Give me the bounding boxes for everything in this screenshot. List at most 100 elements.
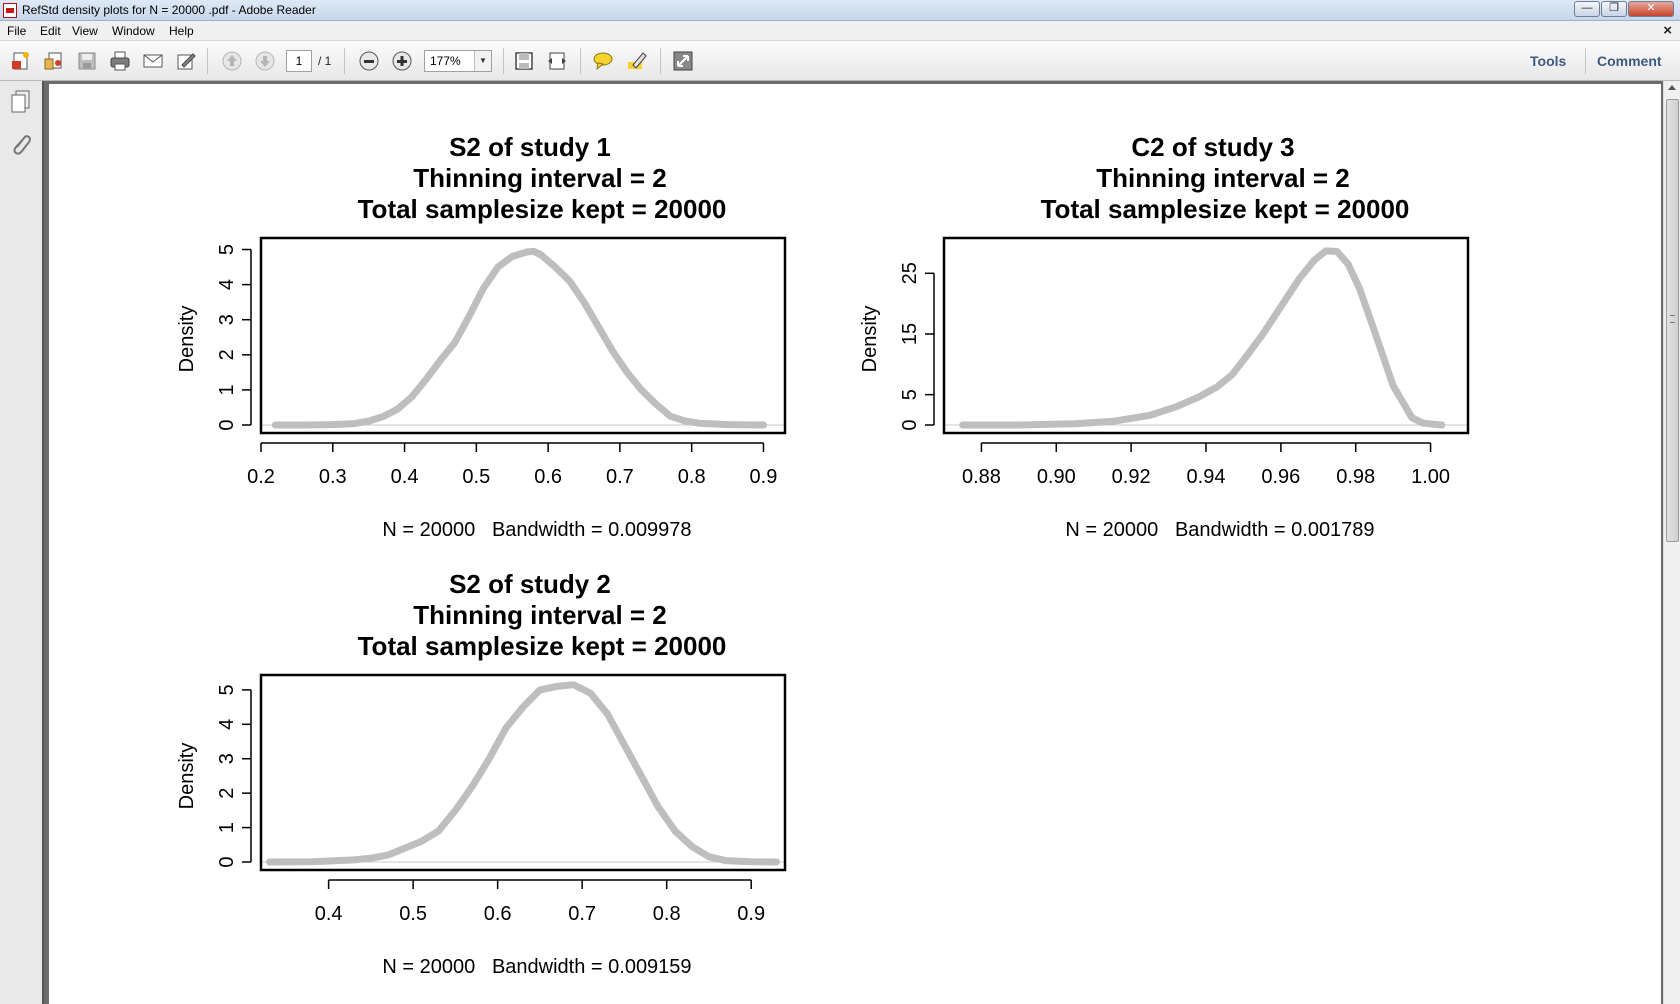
plot-1: S2 of study 1 Thinning interval = 2 Tota… (176, 132, 787, 541)
y-tick-label: 25 (899, 262, 921, 284)
plot-frame (942, 236, 1470, 435)
comment-pane-button[interactable]: Comment (1597, 53, 1662, 69)
x-tick-label: 0.9 (750, 466, 778, 488)
page-number-input[interactable]: 1 (286, 50, 312, 72)
restore-button[interactable]: ❐ (1601, 1, 1627, 17)
toolbar-separator (503, 48, 504, 74)
edit-icon[interactable] (175, 50, 197, 72)
x-tick-label: 1.00 (1411, 466, 1450, 488)
plot-frame (259, 673, 787, 872)
plot-frame (259, 236, 787, 435)
window-titlebar: RefStd density plots for N = 20000 .pdf … (0, 0, 1680, 21)
y-tick-label: 1 (216, 384, 238, 395)
save-icon[interactable] (76, 50, 98, 72)
plot-3-title-line-1: S2 of study 2 (449, 569, 611, 599)
pages-panel-icon[interactable] (9, 89, 33, 115)
plot-1-chart: 0.2 0.3 0.4 0.5 0.6 0.7 0.8 0.9 0 1 2 3 4 5 (216, 236, 787, 488)
navigation-pane (0, 81, 44, 1004)
chevron-down-icon[interactable]: ▼ (474, 51, 491, 71)
x-tick-label: 0.7 (606, 466, 634, 488)
menu-view[interactable]: View (72, 24, 98, 38)
menu-window[interactable]: Window (112, 24, 155, 38)
y-tick-label: 2 (216, 349, 238, 360)
create-pdf-icon[interactable] (10, 50, 32, 72)
plot-3-title-line-3: Total samplesize kept = 20000 (358, 631, 727, 661)
plot-1-title-line-3: Total samplesize kept = 20000 (358, 194, 727, 224)
menu-edit[interactable]: Edit (40, 24, 61, 38)
zoom-value: 177% (430, 54, 461, 68)
plot-1-xlabel: N = 20000 Bandwidth = 0.009978 (382, 519, 691, 541)
plot-1-title-line-2: Thinning interval = 2 (413, 163, 667, 193)
toolbar-separator (1585, 48, 1586, 74)
comment-icon[interactable] (592, 50, 614, 72)
open-icon[interactable] (43, 50, 65, 72)
plot-1-ylabel: Density (176, 306, 198, 373)
x-tick-label: 0.6 (534, 466, 562, 488)
y-tick-label: 5 (216, 684, 238, 695)
x-tick-label: 0.88 (962, 466, 1001, 488)
toolbar-separator (344, 48, 345, 74)
plot-3-ylabel: Density (176, 743, 198, 810)
minimize-button[interactable]: — (1574, 1, 1600, 17)
close-document-button[interactable]: × (1663, 22, 1672, 39)
toolbar-separator (207, 48, 208, 74)
x-tick-label: 0.2 (247, 466, 275, 488)
previous-page-icon[interactable] (221, 50, 243, 72)
menu-help[interactable]: Help (169, 24, 194, 38)
pdf-page[interactable]: S2 of study 1 Thinning interval = 2 Tota… (49, 84, 1661, 1004)
scrollbar-thumb[interactable] (1666, 99, 1679, 542)
y-tick-label: 4 (216, 279, 238, 290)
menu-bar: File Edit View Window Help × (0, 21, 1680, 41)
fit-width-icon[interactable] (546, 50, 568, 72)
plot-2-xlabel: N = 20000 Bandwidth = 0.001789 (1065, 519, 1374, 541)
x-tick-label: 0.6 (484, 903, 512, 925)
density-curve (959, 247, 1446, 429)
x-tick-label: 0.9 (737, 903, 765, 925)
scroll-up-icon[interactable] (1668, 85, 1676, 90)
email-icon[interactable] (142, 50, 164, 72)
density-curve (271, 247, 767, 429)
zoom-in-icon[interactable] (391, 50, 413, 72)
x-tick-label: 0.90 (1037, 466, 1076, 488)
toolbar-separator (580, 48, 581, 74)
x-tick-label: 0.8 (653, 903, 681, 925)
toolbar: 1 / 1 177% ▼ Tools Comment (0, 41, 1680, 81)
y-tick-label: 3 (216, 753, 238, 764)
zoom-select[interactable]: 177% ▼ (424, 50, 492, 72)
plot-3-xlabel: N = 20000 Bandwidth = 0.009159 (382, 956, 691, 978)
x-tick-label: 0.4 (391, 466, 419, 488)
x-tick-label: 0.94 (1187, 466, 1226, 488)
vertical-scrollbar[interactable] (1663, 81, 1680, 1004)
plot-3-title-line-2: Thinning interval = 2 (413, 600, 667, 630)
highlight-icon[interactable] (626, 50, 648, 72)
scroll-grip-icon (1670, 315, 1675, 323)
fullscreen-icon[interactable] (672, 50, 694, 72)
density-curve (266, 681, 780, 866)
attachments-panel-icon[interactable] (9, 131, 33, 157)
y-tick-label: 3 (216, 314, 238, 325)
next-page-icon[interactable] (254, 50, 276, 72)
plot-3-chart: 0.4 0.5 0.6 0.7 0.8 0.9 0 1 2 3 4 5 (216, 673, 787, 925)
plot-3: S2 of study 2 Thinning interval = 2 Tota… (176, 569, 787, 978)
adobe-reader-icon (3, 3, 17, 18)
plot-2-title-line-3: Total samplesize kept = 20000 (1041, 194, 1410, 224)
tools-pane-button[interactable]: Tools (1530, 53, 1567, 69)
x-tick-label: 0.5 (399, 903, 427, 925)
fit-page-icon[interactable] (513, 50, 535, 72)
document-view[interactable]: S2 of study 1 Thinning interval = 2 Tota… (46, 81, 1663, 1004)
y-tick-label: 5 (899, 389, 921, 400)
plot-2: C2 of study 3 Thinning interval = 2 Tota… (859, 132, 1470, 541)
y-tick-label: 15 (899, 323, 921, 345)
close-window-button[interactable]: ✕ (1628, 1, 1674, 17)
plot-2-title-line-2: Thinning interval = 2 (1096, 163, 1350, 193)
zoom-out-icon[interactable] (358, 50, 380, 72)
y-tick-label: 5 (216, 244, 238, 255)
print-icon[interactable] (109, 50, 131, 72)
menu-file[interactable]: File (7, 24, 27, 38)
y-tick-label: 4 (216, 719, 238, 730)
x-tick-label: 0.92 (1112, 466, 1151, 488)
page-total: / 1 (318, 54, 332, 68)
y-tick-label: 0 (216, 856, 238, 867)
x-tick-label: 0.3 (319, 466, 347, 488)
x-tick-label: 0.5 (462, 466, 490, 488)
